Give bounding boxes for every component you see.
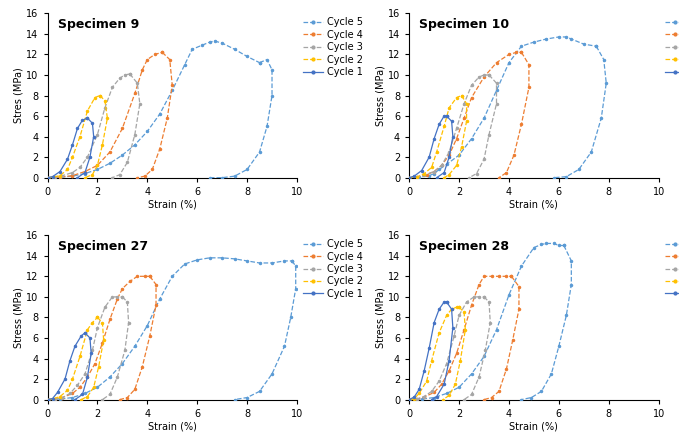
X-axis label: Strain (%): Strain (%) bbox=[148, 199, 197, 210]
X-axis label: Strain (%): Strain (%) bbox=[509, 421, 558, 432]
X-axis label: Strain (%): Strain (%) bbox=[148, 421, 197, 432]
Y-axis label: Stres (MPa): Stres (MPa) bbox=[14, 67, 23, 123]
Text: Specimen 28: Specimen 28 bbox=[419, 240, 509, 253]
Y-axis label: Stress (MPa): Stress (MPa) bbox=[375, 287, 385, 348]
Legend: Cycle 5, Cycle 4, Cycle 3, Cycle 2, Cycle 1: Cycle 5, Cycle 4, Cycle 3, Cycle 2, Cycl… bbox=[661, 235, 679, 303]
Text: Specimen 10: Specimen 10 bbox=[419, 18, 509, 31]
Text: Specimen 9: Specimen 9 bbox=[58, 18, 139, 31]
Legend: Cycle 5, Cycle 4, Cycle 3, Cycle 2, Cycle 1: Cycle 5, Cycle 4, Cycle 3, Cycle 2, Cycl… bbox=[299, 235, 367, 303]
X-axis label: Strain (%): Strain (%) bbox=[509, 199, 558, 210]
Text: Specimen 27: Specimen 27 bbox=[58, 240, 147, 253]
Legend: Cycle 5, Cycle 4, Cycle 3, Cycle 2, Cycle 1: Cycle 5, Cycle 4, Cycle 3, Cycle 2, Cycl… bbox=[661, 13, 679, 81]
Y-axis label: Stress (MPa): Stress (MPa) bbox=[14, 287, 23, 348]
Legend: Cycle 5, Cycle 4, Cycle 3, Cycle 2, Cycle 1: Cycle 5, Cycle 4, Cycle 3, Cycle 2, Cycl… bbox=[299, 13, 367, 81]
Y-axis label: Stress (MPa): Stress (MPa) bbox=[375, 65, 385, 126]
